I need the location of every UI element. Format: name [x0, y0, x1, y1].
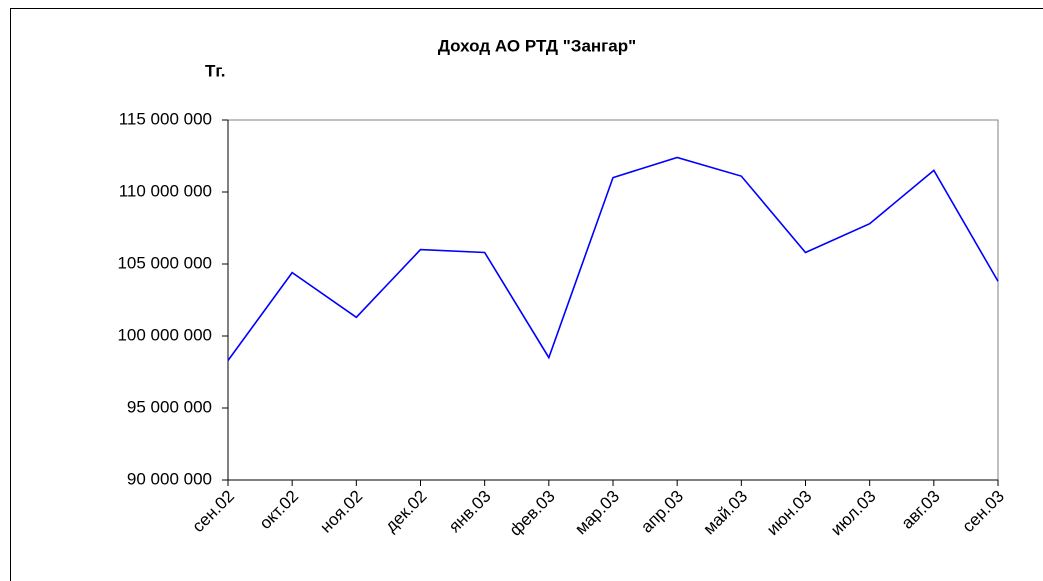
chart-title: Доход АО РТД "Зангар" [438, 36, 636, 55]
chart-border [10, 8, 1043, 581]
y-tick-label: 100 000 000 [117, 325, 212, 344]
y-tick-label: 115 000 000 [119, 109, 212, 128]
y-tick-label: 110 000 000 [119, 181, 212, 200]
y-axis-label: Тг. [205, 61, 226, 80]
y-tick-label: 90 000 000 [127, 469, 212, 488]
line-series [227, 156, 999, 361]
y-tick-label: 95 000 000 [127, 397, 212, 416]
y-tick-label: 105 000 000 [117, 253, 212, 272]
